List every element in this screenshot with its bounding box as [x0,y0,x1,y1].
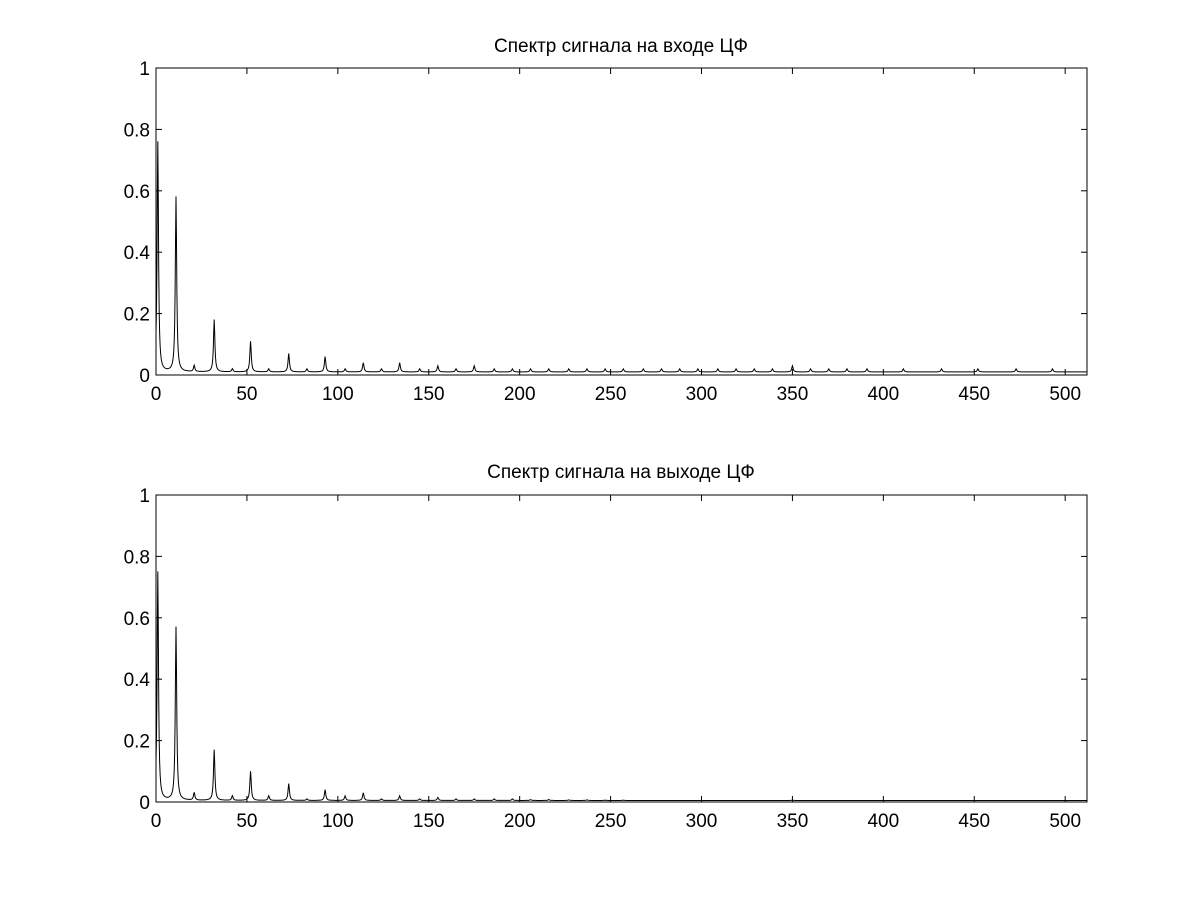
axis-ticks: 0 50 100 150 200 250 300 350 400 450 500 0 0.2 0.4 0.6… [124,486,1087,832]
x-tick-label: 0 [151,811,162,832]
axes-frame [155,494,1088,803]
x-tick-label: 150 [413,811,445,832]
y-tick-label: 1 [139,486,150,507]
plot-title: Спектр сигнала на выходе ЦФ [487,462,755,483]
x-tick-label: 0 [151,384,162,405]
spectrum-line [155,141,1087,373]
y-tick-label: 0.2 [124,305,150,326]
y-tick-label: 0.6 [124,182,150,203]
spectrum-line [155,571,1087,801]
y-tick-label: 0.8 [124,120,150,141]
x-tick-label: 200 [504,811,536,832]
y-tick-label: 0 [139,366,150,387]
axes-frame [155,67,1088,376]
x-tick-label: 450 [958,384,990,405]
x-tick-label: 150 [413,384,445,405]
x-tick-label: 500 [1049,384,1081,405]
x-tick-label: 350 [777,811,809,832]
y-tick-label: 0 [139,793,150,814]
subplot-bottom: Спектр сигнала на выходе ЦФ 0 50 100 150 200… [124,462,1088,832]
axis-ticks: 0 50 100 150 200 250 300 350 400 450 500 0 0.2 0.4 0.6… [124,59,1087,405]
x-tick-label: 350 [777,384,809,405]
x-tick-label: 50 [236,811,257,832]
x-tick-label: 250 [595,384,627,405]
x-tick-label: 450 [958,811,990,832]
y-tick-label: 0.4 [124,243,151,264]
y-tick-label: 0.2 [124,732,150,753]
x-tick-label: 400 [867,811,899,832]
x-tick-label: 300 [686,384,718,405]
y-tick-label: 0.6 [124,609,150,630]
y-tick-label: 0.8 [124,547,150,568]
y-tick-label: 1 [139,59,150,80]
subplot-top: Спектр сигнала на входе ЦФ 0 50 100 150 200 2… [124,36,1088,405]
x-tick-label: 400 [867,384,899,405]
plot-title: Спектр сигнала на входе ЦФ [494,36,748,57]
y-tick-label: 0.4 [124,670,151,691]
x-tick-label: 100 [322,811,354,832]
x-tick-label: 250 [595,811,627,832]
x-tick-label: 500 [1049,811,1081,832]
x-tick-label: 100 [322,384,354,405]
x-tick-label: 300 [686,811,718,832]
x-tick-label: 50 [236,384,257,405]
x-tick-label: 200 [504,384,536,405]
